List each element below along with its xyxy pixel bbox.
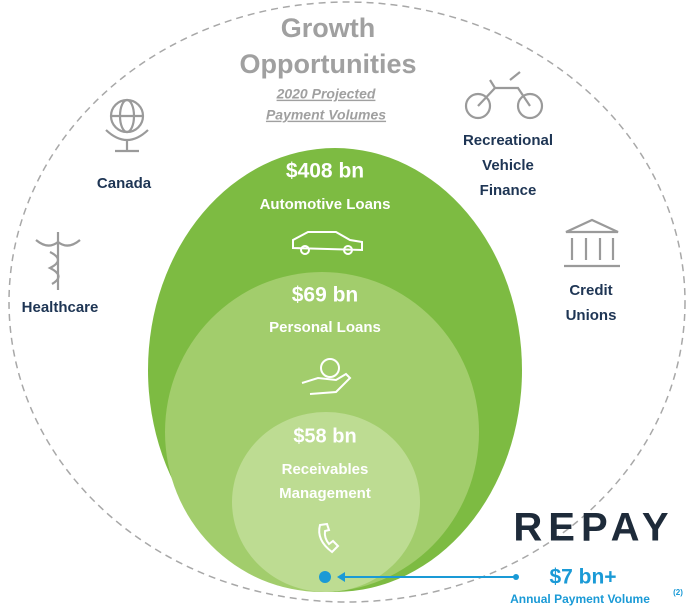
brand-value: $7 bn+ xyxy=(549,566,616,589)
bank-icon xyxy=(564,218,620,268)
brand-label: Annual Payment Volume xyxy=(510,592,650,606)
title: Growth xyxy=(281,13,376,43)
dot xyxy=(319,571,331,583)
motorcycle-icon xyxy=(464,71,544,120)
ring-receivables xyxy=(232,412,420,592)
ring-label: Personal Loans xyxy=(269,319,381,336)
arrow-end xyxy=(513,574,519,580)
brand-note: (2) xyxy=(673,588,683,597)
money-icon xyxy=(301,358,352,395)
market-label: Finance xyxy=(480,182,537,199)
ring-label: Receivables xyxy=(282,461,369,478)
market-label: Recreational xyxy=(463,132,553,149)
subtitle: 2020 Projected xyxy=(276,86,376,102)
globe-icon xyxy=(105,98,149,153)
phone-icon xyxy=(318,522,340,554)
ring-label: Management xyxy=(279,485,371,502)
ring-value: $408 bn xyxy=(286,160,364,183)
ring-value: $69 bn xyxy=(292,284,359,307)
market-label: Credit xyxy=(569,282,612,299)
ring-value: $58 bn xyxy=(293,425,356,447)
outer-ring xyxy=(8,1,686,603)
caduceus-icon xyxy=(35,232,81,290)
car-icon xyxy=(292,231,363,255)
logo: REPAY xyxy=(513,506,674,550)
ring-label: Automotive Loans xyxy=(260,196,391,213)
arrow-head xyxy=(337,572,345,582)
subtitle: Payment Volumes xyxy=(266,107,386,123)
market-label: Healthcare xyxy=(22,299,99,316)
market-label: Unions xyxy=(566,307,617,324)
market-label: Vehicle xyxy=(482,157,534,174)
market-label: Canada xyxy=(97,175,152,192)
title: Opportunities xyxy=(240,49,417,79)
